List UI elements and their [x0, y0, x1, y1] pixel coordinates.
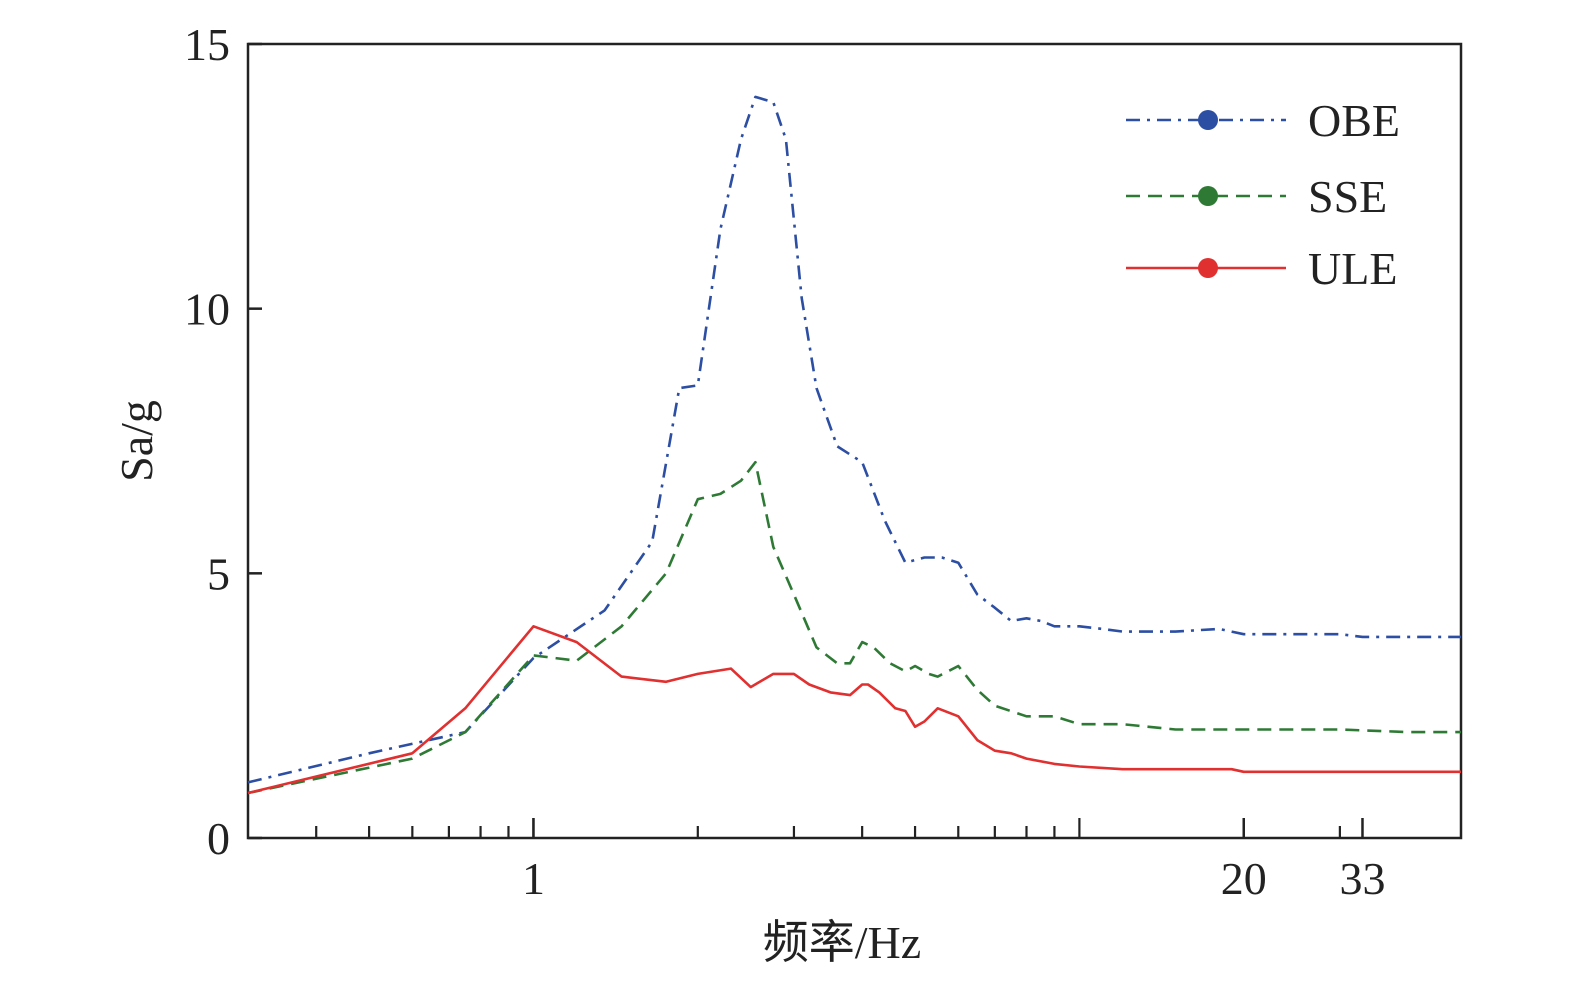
x-tick-label: 1	[522, 853, 545, 904]
x-axis-title: 频率/Hz	[763, 917, 921, 968]
legend-marker-sse	[1198, 186, 1218, 206]
y-axis-title: Sa/g	[111, 400, 162, 482]
series-layer	[247, 95, 1461, 795]
legend-label-sse: SSE	[1308, 171, 1387, 222]
plot-frame	[246, 42, 1463, 840]
y-tick-label: 15	[184, 19, 230, 70]
legend-label-obe: OBE	[1308, 95, 1400, 146]
series-line-sse	[247, 460, 1461, 795]
y-axis: 0 5 10 15	[184, 19, 262, 864]
series-line-obe	[247, 95, 1461, 784]
legend-marker-ule	[1198, 258, 1218, 278]
x-tick-label: 33	[1339, 853, 1385, 904]
series-line-ule	[247, 624, 1461, 795]
y-tick-label: 10	[184, 284, 230, 335]
x-axis: 1 20 33	[315, 818, 1385, 904]
legend: OBE SSE ULE	[1126, 95, 1400, 294]
y-tick-label: 5	[207, 548, 230, 599]
x-tick-label: 20	[1221, 853, 1267, 904]
legend-label-ule: ULE	[1308, 243, 1397, 294]
y-tick-label: 0	[207, 813, 230, 864]
legend-marker-obe	[1198, 110, 1218, 130]
